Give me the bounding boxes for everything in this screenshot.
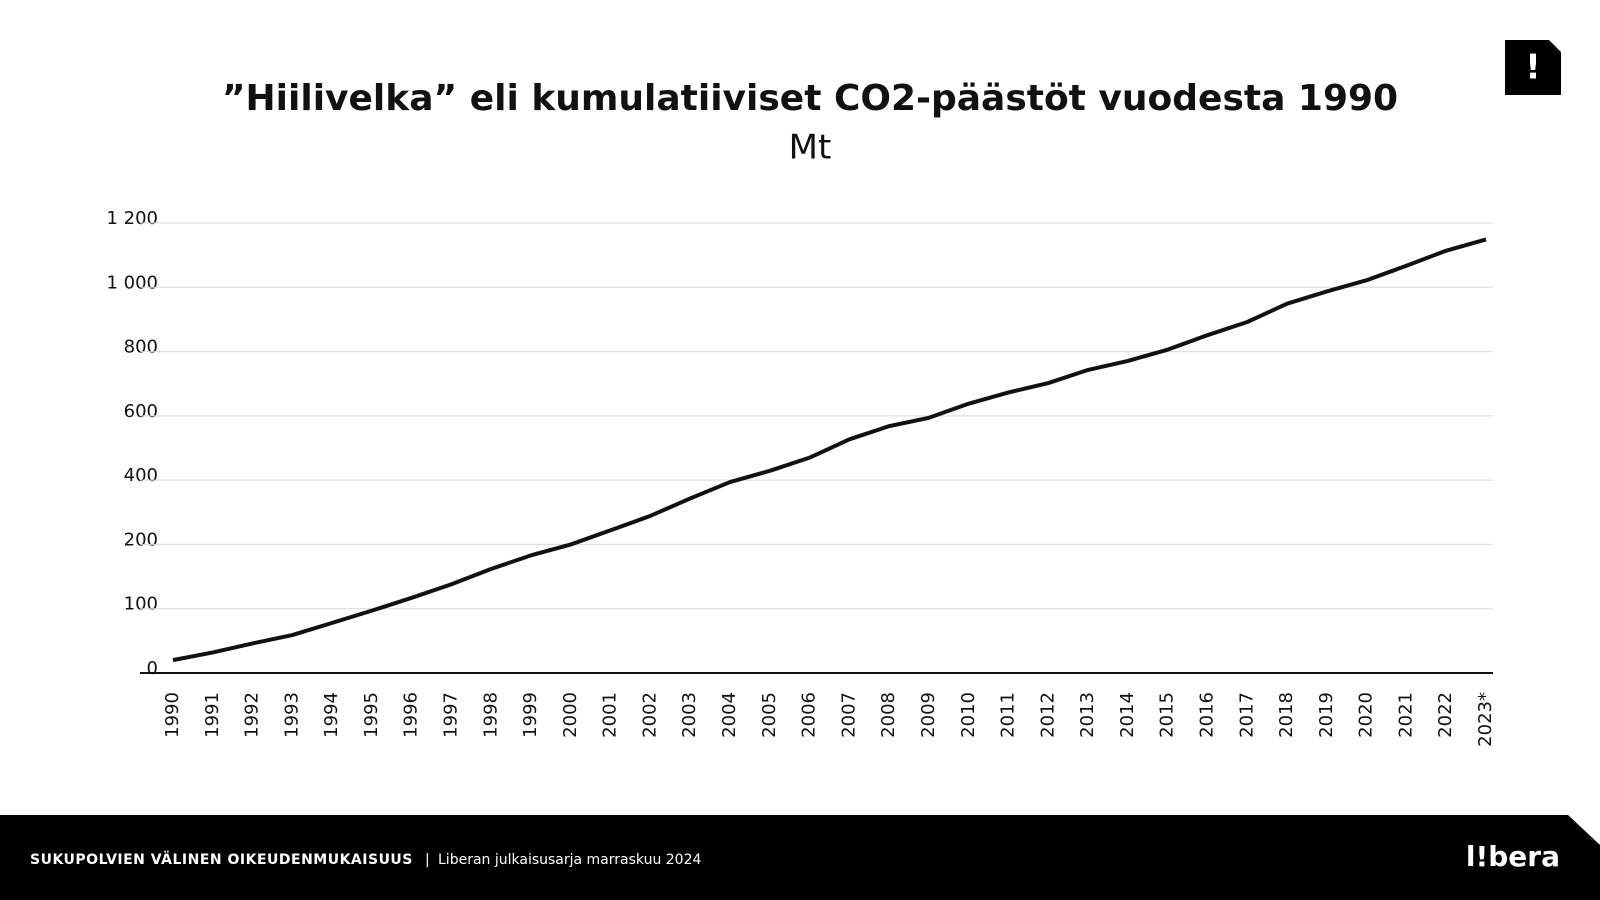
y-tick-label: 0 [147,658,158,679]
x-tick-label: 2002 [639,692,660,738]
x-tick-label: 2000 [560,692,581,738]
x-tick-label: 1998 [480,692,501,738]
footer-bar [0,815,1600,900]
x-tick-label: 1995 [361,692,382,738]
y-tick-label: 200 [124,529,158,550]
footer-left: SUKUPOLVIEN VÄLINEN OIKEUDENMUKAISUUS [30,851,413,868]
x-tick-label: 2011 [998,692,1019,738]
x-tick-label: 1990 [162,692,183,738]
x-tick-label: 1993 [281,692,302,738]
x-tick-label: 2021 [1395,692,1416,738]
badge: ! [1525,48,1541,88]
x-tick-label: 2018 [1276,692,1297,738]
x-tick-label: 2015 [1157,692,1178,738]
x-tick-label: 1996 [401,692,422,738]
x-tick-label: 2001 [600,692,621,738]
x-tick-label: 2003 [679,692,700,738]
x-tick-label: 1994 [321,692,342,738]
y-tick-label: 600 [124,401,158,422]
x-tick-label: 2013 [1077,692,1098,738]
x-tick-label: 2005 [759,692,780,738]
x-tick-label: 2007 [838,692,859,738]
x-tick-label: 1999 [520,692,541,738]
badge-corner [1549,40,1561,52]
x-tick-label: 2023* [1475,692,1496,747]
y-tick-label: 400 [124,465,158,486]
y-tick-label: 1 000 [106,272,158,293]
badge-box [1505,40,1561,95]
x-tick-label: 2014 [1117,692,1138,738]
x-tick-label: 2008 [878,692,899,738]
x-tick-label: 2020 [1356,692,1377,738]
x-tick-label: 2016 [1196,692,1217,738]
line [172,237,1487,663]
x-tick-label: 2017 [1236,692,1257,738]
y-tick-label: 800 [124,337,158,358]
chart-title: ”Hiilivelka” eli kumulatiiviset CO2-pääs… [222,78,1398,119]
y-tick-label: 100 [124,594,158,615]
chart-subtitle: Mt [789,128,832,168]
x-tick-label: 1991 [202,692,223,738]
y-tick-label: 1 200 [106,208,158,229]
logo: l!bera [1466,840,1560,873]
x-tick-label: 2019 [1316,692,1337,738]
x-tick-label: 2012 [1037,692,1058,738]
x-tick-label: 2009 [918,692,939,738]
x-tick-label: 1997 [441,692,462,738]
footer-separator: | [425,852,430,868]
x-tick-label: 1992 [242,692,263,738]
footer-right: Liberan julkaisusarja marraskuu 2024 [438,852,701,868]
x-tick-label: 2022 [1435,692,1456,738]
x-tick-label: 2010 [958,692,979,738]
x-tick-label: 2004 [719,692,740,738]
x-tick-label: 2006 [799,692,820,738]
